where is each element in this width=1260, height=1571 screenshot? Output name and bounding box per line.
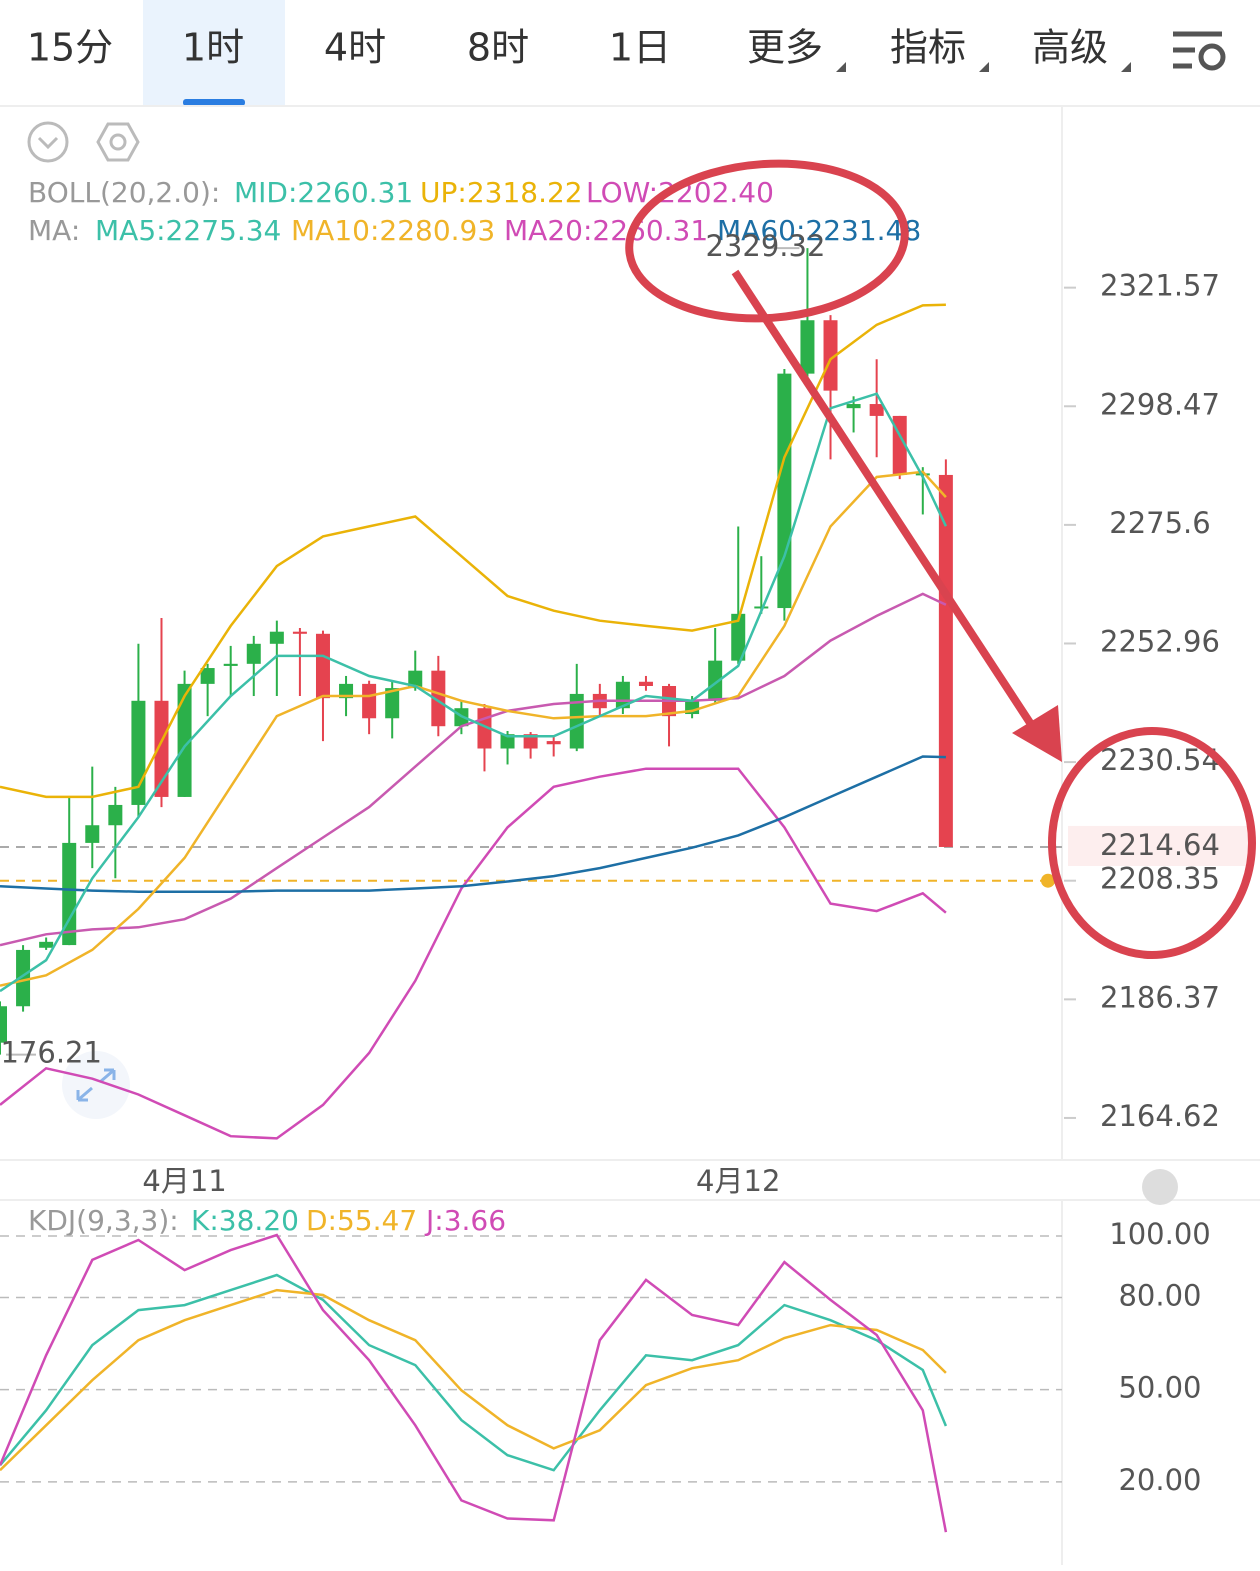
candle-body: [85, 825, 100, 843]
candle-body: [869, 404, 884, 416]
tab[interactable]: 15分: [27, 26, 113, 70]
candle-body: [292, 631, 307, 634]
candle-body: [731, 613, 746, 661]
high-label: 2329.32: [705, 229, 825, 263]
indicator-line: [0, 392, 948, 993]
candle-body: [62, 842, 77, 946]
candle-body: [500, 734, 515, 749]
y-tick-label: 2321.57: [1100, 269, 1220, 303]
tab[interactable]: 1日: [609, 26, 671, 70]
indicator-settings-icon[interactable]: [96, 122, 140, 162]
collapse-chevron: [37, 136, 59, 150]
indicator-line: [0, 303, 946, 799]
candle-body: [431, 670, 446, 727]
candle-body: [223, 663, 238, 666]
candle-body: [339, 683, 354, 699]
y-tick-label: 2252.96: [1100, 624, 1220, 658]
candle-body: [408, 670, 423, 689]
tab[interactable]: 高级: [1032, 26, 1108, 70]
candle-body: [638, 681, 653, 686]
candle-body: [246, 643, 261, 664]
candle-body: [708, 660, 723, 701]
y-tick-label: 2208.35: [1100, 862, 1220, 896]
candle-body: [754, 606, 769, 609]
candle-body: [915, 473, 930, 476]
legend-item: D:55.47: [306, 1204, 417, 1237]
red-arrowhead: [1012, 705, 1062, 762]
tab[interactable]: 1时: [182, 26, 244, 70]
legend-item: K:38.20: [191, 1204, 299, 1237]
settings-icon[interactable]: [1173, 31, 1226, 71]
candle-body: [108, 804, 123, 826]
candle-body: [800, 320, 815, 374]
legend-item: MA60:2231.48: [717, 214, 921, 247]
indicator-line: [0, 755, 946, 893]
x-tick-label: 4月12: [696, 1164, 780, 1198]
indicator-line: [0, 767, 947, 1140]
legend-item: MID:2260.31: [234, 176, 413, 209]
active-tab-underline: [183, 99, 245, 106]
legend-label: MA:: [28, 214, 80, 247]
dropdown-arrows: [836, 62, 1131, 72]
indicator-settings-dot: [109, 133, 127, 151]
kdj-line: [0, 1233, 948, 1533]
tab[interactable]: 4时: [324, 26, 386, 70]
candle-body: [938, 474, 953, 847]
y-tick-label: 2164.62: [1100, 1099, 1220, 1133]
legend-label: KDJ(9,3,3):: [28, 1204, 179, 1237]
tab[interactable]: 指标: [890, 26, 966, 70]
candle-body: [546, 741, 561, 745]
y-tick-label: 2298.47: [1100, 387, 1220, 421]
candle-body: [777, 373, 792, 609]
candle-body: [385, 688, 400, 719]
indicator-line: [0, 470, 947, 987]
active-tab-bg: [143, 0, 285, 105]
current-price-label: 2214.64: [1100, 828, 1220, 862]
candle-body: [154, 700, 169, 797]
candle-body: [177, 683, 192, 797]
candle-body: [315, 633, 330, 699]
candle-body: [0, 1006, 7, 1043]
y-tick-label: 2275.6: [1109, 506, 1210, 540]
legend-item: MA5:2275.34: [95, 214, 281, 247]
expand-arrows: [76, 1068, 116, 1102]
legend-item: MA10:2280.93: [291, 214, 495, 247]
marker-dot: [1041, 873, 1055, 888]
candle-body: [362, 683, 377, 719]
indicator-line: [0, 592, 947, 947]
y-tick-label: 50.00: [1118, 1371, 1201, 1405]
y-tick-label: 80.00: [1118, 1278, 1201, 1312]
candle-body: [523, 734, 538, 749]
y-tick-label: 100.00: [1109, 1217, 1210, 1251]
reset-button[interactable]: [1142, 1169, 1178, 1205]
y-tick-label: 2186.37: [1100, 980, 1220, 1014]
tab[interactable]: 8时: [467, 26, 529, 70]
candle-body: [200, 668, 215, 684]
expand-button[interactable]: [62, 1051, 130, 1119]
candle-body: [16, 949, 31, 1007]
tab[interactable]: 更多: [747, 26, 823, 70]
candle-body: [131, 700, 146, 805]
kdj-line: [0, 1273, 948, 1472]
x-tick-label: 4月11: [142, 1164, 226, 1198]
legend-item: UP:2318.22: [420, 176, 583, 209]
collapse-icon[interactable]: [27, 121, 69, 163]
candle-body: [269, 631, 284, 644]
candle-body: [39, 941, 54, 948]
red-annotation: [625, 159, 1256, 959]
candle-body: [846, 404, 861, 409]
legend-item: MA20:2260.31: [504, 214, 708, 247]
candle-body: [569, 693, 584, 749]
legend-item: J:3.66: [424, 1204, 506, 1237]
legend-label: BOLL(20,2.0):: [28, 176, 220, 209]
candle-body: [823, 320, 838, 391]
current-price-box: [1068, 825, 1254, 866]
y-tick-label: 20.00: [1118, 1463, 1201, 1497]
kdj-line: [0, 1288, 947, 1472]
